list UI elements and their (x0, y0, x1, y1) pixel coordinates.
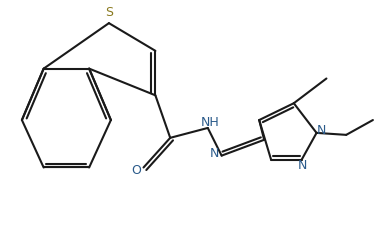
Text: N: N (210, 147, 219, 160)
Text: N: N (317, 124, 326, 138)
Text: S: S (105, 6, 113, 19)
Text: NH: NH (200, 116, 219, 128)
Text: O: O (132, 164, 141, 177)
Text: N: N (298, 159, 307, 172)
